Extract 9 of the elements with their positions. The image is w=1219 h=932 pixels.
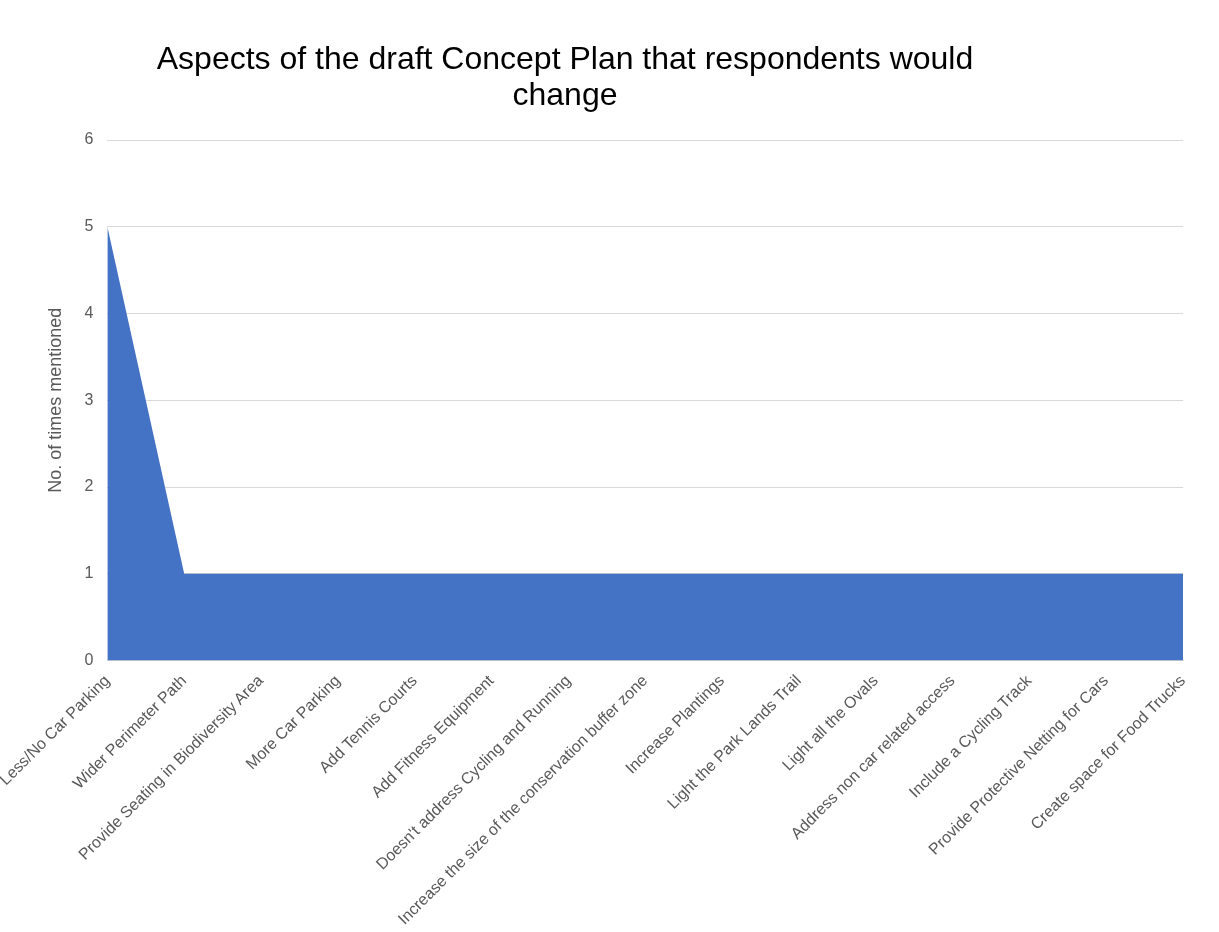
- y-axis-title: No. of times mentioned: [44, 307, 65, 493]
- y-tick-label: 2: [84, 477, 94, 495]
- y-tick-label: 5: [84, 217, 94, 235]
- chart-title: Aspects of the draft Concept Plan that respondents would change: [155, 40, 975, 112]
- y-tick-label: 6: [84, 130, 94, 148]
- y-tick-label: 1: [84, 564, 94, 582]
- y-tick-label: 3: [84, 390, 94, 408]
- y-tick-label: 4: [84, 303, 94, 321]
- y-tick-label: 0: [84, 651, 94, 669]
